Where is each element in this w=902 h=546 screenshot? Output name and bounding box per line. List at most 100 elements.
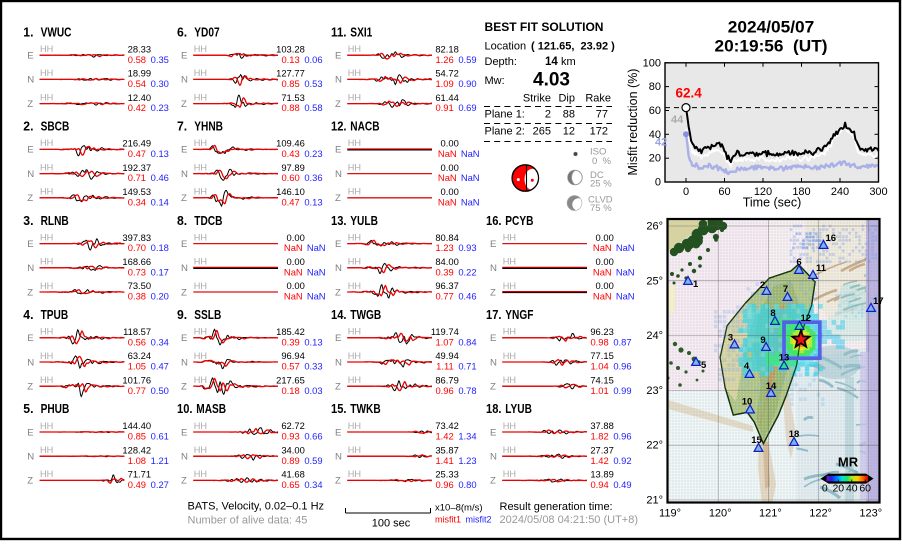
svg-text:HH: HH (348, 445, 361, 455)
svg-text:Z: Z (181, 382, 187, 393)
svg-text:HH: HH (194, 327, 207, 337)
svg-text:0.23: 0.23 (151, 102, 169, 113)
svg-text:NaN: NaN (284, 242, 303, 253)
svg-text:16.: 16. (486, 214, 502, 228)
svg-text:4: 4 (744, 361, 750, 372)
svg-text:Misfit reduction (%): Misfit reduction (%) (626, 69, 640, 176)
svg-text:HH: HH (348, 281, 361, 291)
svg-text:49.94: 49.94 (435, 350, 458, 361)
svg-text:84.00: 84.00 (435, 256, 458, 267)
svg-text:NaN: NaN (307, 291, 326, 302)
svg-text:14.: 14. (331, 308, 347, 322)
svg-text:4.03: 4.03 (533, 70, 570, 91)
svg-text:2.: 2. (23, 120, 33, 134)
svg-text:SXI1: SXI1 (350, 25, 372, 39)
svg-text:9.: 9. (177, 308, 187, 322)
svg-text:0.69: 0.69 (458, 102, 476, 113)
svg-text:0.99: 0.99 (613, 385, 631, 396)
svg-text:2024/05/07: 2024/05/07 (728, 19, 815, 37)
svg-text:HH: HH (348, 138, 361, 148)
svg-text:Plane 2:: Plane 2: (485, 126, 525, 138)
svg-text:E: E (181, 333, 187, 344)
svg-text:HH: HH (348, 375, 361, 385)
svg-text:HH: HH (194, 138, 207, 148)
svg-text:123°: 123° (859, 508, 882, 520)
svg-text:0.23: 0.23 (304, 148, 322, 159)
svg-text:E: E (181, 51, 187, 62)
svg-text:TDCB: TDCB (194, 214, 222, 228)
svg-text:20:19:56 (UT): 20:19:56 (UT) (715, 38, 828, 56)
svg-text:0.39: 0.39 (281, 336, 299, 347)
svg-text:12.40: 12.40 (128, 92, 151, 103)
svg-text:HH: HH (194, 187, 207, 197)
svg-text:41.68: 41.68 (281, 469, 304, 480)
svg-text:ISO: ISO (590, 147, 606, 158)
svg-text:11: 11 (816, 263, 827, 274)
svg-text:26°: 26° (646, 221, 663, 233)
svg-text:NaN: NaN (438, 172, 457, 183)
svg-text:0.88: 0.88 (281, 102, 299, 113)
svg-text:0.50: 0.50 (151, 385, 169, 396)
svg-text:HH: HH (503, 327, 516, 337)
svg-text:0.00: 0.00 (596, 280, 614, 291)
svg-text:Time (sec): Time (sec) (743, 196, 802, 210)
svg-text:100: 100 (643, 57, 661, 69)
svg-text:100 sec: 100 sec (372, 517, 411, 529)
svg-text:12.: 12. (331, 120, 347, 134)
svg-text:20: 20 (649, 153, 661, 165)
svg-text:192.37: 192.37 (122, 162, 151, 173)
svg-text:TPUB: TPUB (41, 308, 69, 322)
svg-text:0.70: 0.70 (128, 242, 146, 253)
svg-text:11.: 11. (331, 25, 347, 39)
svg-text:8: 8 (770, 308, 775, 319)
svg-text:7: 7 (783, 284, 788, 295)
svg-text:1.21: 1.21 (151, 455, 169, 466)
svg-text:VWUC: VWUC (41, 25, 72, 39)
svg-text:0.27: 0.27 (151, 479, 169, 490)
svg-text:61.44: 61.44 (435, 92, 458, 103)
svg-text:Z: Z (181, 99, 187, 110)
svg-text:0.65: 0.65 (281, 479, 299, 490)
svg-text:0.36: 0.36 (304, 172, 322, 183)
svg-text:118.57: 118.57 (123, 326, 151, 337)
svg-text:10: 10 (742, 397, 753, 408)
svg-text:Z: Z (335, 99, 341, 110)
svg-text:0.00: 0.00 (441, 162, 459, 173)
svg-text:120: 120 (754, 186, 772, 198)
svg-text:14: 14 (766, 381, 777, 392)
svg-text:0.00: 0.00 (596, 256, 614, 267)
svg-text:265: 265 (533, 126, 551, 138)
svg-text:0.13: 0.13 (151, 148, 169, 159)
svg-text:E: E (335, 145, 341, 156)
svg-text:0.58: 0.58 (304, 102, 322, 113)
svg-text:63.24: 63.24 (128, 350, 151, 361)
svg-text:1.26: 1.26 (435, 54, 453, 65)
svg-text:Strike: Strike (523, 93, 551, 105)
svg-text:0.96: 0.96 (613, 431, 631, 442)
svg-text:E: E (27, 145, 33, 156)
svg-text:0.56: 0.56 (128, 336, 146, 347)
svg-text:N: N (490, 357, 497, 368)
svg-text:HH: HH (503, 421, 516, 431)
svg-text:13.: 13. (331, 214, 347, 228)
svg-text:17: 17 (873, 296, 884, 307)
svg-text:15.: 15. (331, 402, 347, 416)
svg-text:HH: HH (40, 327, 53, 337)
svg-text:0.00: 0.00 (287, 256, 305, 267)
svg-text:HH: HH (40, 92, 53, 102)
svg-text:Plane 1:: Plane 1: (485, 108, 525, 120)
svg-text:1.23: 1.23 (435, 242, 453, 253)
svg-text:E: E (335, 239, 341, 250)
svg-text:HH: HH (348, 257, 361, 267)
svg-text:1.41: 1.41 (435, 455, 453, 466)
svg-text:185.42: 185.42 (276, 326, 305, 337)
svg-text:N: N (27, 169, 34, 180)
svg-text:E: E (27, 427, 33, 438)
svg-text:0.80: 0.80 (458, 479, 476, 490)
svg-text:0.93: 0.93 (281, 431, 299, 442)
svg-text:N: N (335, 357, 342, 368)
svg-text:22°: 22° (646, 440, 663, 452)
svg-text:1.11: 1.11 (436, 361, 454, 372)
svg-text:88: 88 (563, 108, 575, 120)
svg-text:NaN: NaN (438, 148, 457, 159)
